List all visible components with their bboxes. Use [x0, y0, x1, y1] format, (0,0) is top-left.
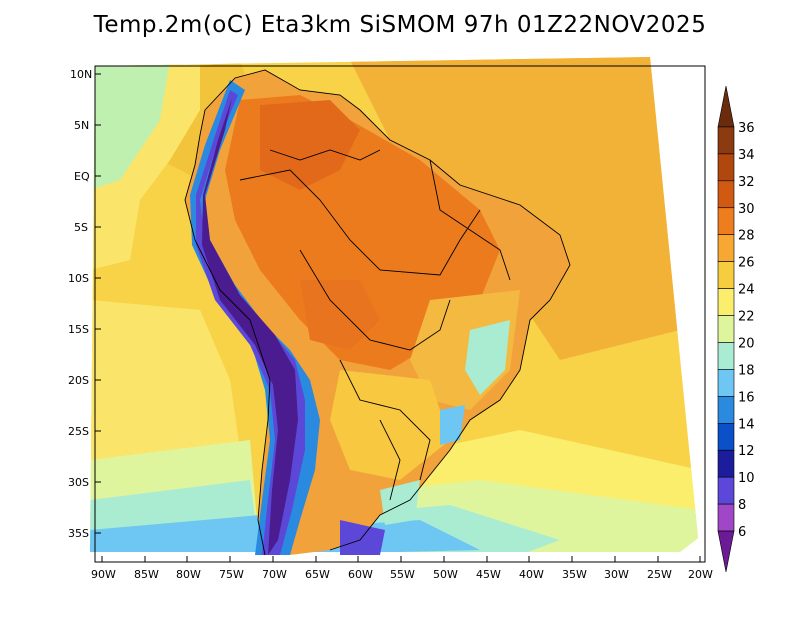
- border-brazil-north: [239, 169, 481, 276]
- pacific-south: [90, 300, 240, 470]
- colorbar-segment: [717, 207, 735, 236]
- coastline-west: [184, 109, 271, 556]
- colorbar-segment: [717, 476, 735, 505]
- cool-uruguay: [380, 480, 420, 525]
- colorbar-segment: [717, 315, 735, 343]
- colorbar-tick-label: 32: [738, 175, 755, 190]
- lat-label: 10N: [70, 68, 92, 81]
- pacific-colder-south: [90, 515, 262, 552]
- colorbar-tick-label: 16: [738, 390, 755, 405]
- coastline-east: [204, 69, 571, 551]
- colorbar-tick-label: 18: [738, 363, 755, 378]
- colorbar-tick-label: 8: [738, 498, 746, 513]
- lat-label: EQ: [74, 170, 90, 183]
- colorbar-tick-label: 34: [738, 148, 755, 163]
- political-borders: [184, 69, 571, 556]
- border-bolivia: [299, 249, 451, 351]
- colorbar-segment: [717, 85, 735, 128]
- colorbar-segment: [717, 422, 735, 451]
- lat-label: 30S: [68, 476, 89, 489]
- cool-serra-do-mar: [440, 405, 465, 445]
- colorbar-tick-label: 36: [738, 121, 755, 136]
- lon-label: 65W: [305, 568, 330, 581]
- colorbar-segment: [717, 153, 735, 182]
- lat-label: 35S: [68, 527, 89, 540]
- latitude-axis: 10N 5N EQ 5S 10S 15S 20S 25S 30S 35S: [68, 68, 101, 540]
- cool-highlands: [465, 320, 510, 395]
- lon-label: 60W: [348, 568, 373, 581]
- lon-label: 20W: [688, 568, 713, 581]
- lat-label: 20S: [68, 374, 89, 387]
- colorbar-segment: [717, 288, 735, 316]
- lat-label: 5N: [74, 119, 89, 132]
- longitude-axis: 90W 85W 80W 75W 70W 65W 60W 55W 50W 45W …: [91, 556, 713, 581]
- colorbar-segment: [717, 180, 735, 209]
- cold-pacific-patch: [90, 60, 170, 190]
- lon-label: 35W: [562, 568, 587, 581]
- colorbar-segment: [717, 449, 735, 478]
- colorbar-segment: [717, 342, 735, 370]
- lon-label: 30W: [604, 568, 629, 581]
- colorbar-segment: [717, 261, 735, 289]
- colorbar-segment: [717, 396, 735, 424]
- lat-label: 10S: [68, 272, 89, 285]
- colorbar-tick-label: 14: [738, 417, 755, 432]
- lat-label: 15S: [68, 323, 89, 336]
- colorbar-segment: [717, 530, 735, 573]
- border-states-ne: [429, 159, 511, 281]
- lon-label: 75W: [219, 568, 244, 581]
- colorbar-tick-label: 24: [738, 283, 755, 298]
- andes-core: [202, 98, 298, 555]
- colorbar-tick-label: 12: [738, 444, 755, 459]
- border-paraguay: [339, 359, 431, 481]
- colorbar-tick-label: 28: [738, 229, 755, 244]
- lon-label: 25W: [647, 568, 672, 581]
- map-frame: [94, 65, 706, 563]
- mild-south: [330, 370, 450, 480]
- map-title: Temp.2m(oC) Eta3km SiSMOM 97h 01Z22NOV20…: [93, 12, 707, 38]
- colorbar: 36 34 32 30 28 26 24 22 20 18 16 14 12 10 8 6: [717, 85, 755, 573]
- lon-label: 70W: [262, 568, 287, 581]
- colorbar-tick-label: 10: [738, 471, 755, 486]
- colorbar-tick-label: 26: [738, 256, 755, 271]
- lat-label: 5S: [74, 221, 88, 234]
- colorbar-segment: [717, 503, 735, 532]
- lon-label: 55W: [390, 568, 415, 581]
- lon-label: 45W: [476, 568, 501, 581]
- border-venezuela: [269, 149, 381, 161]
- colorbar-segment: [717, 234, 735, 262]
- lon-label: 85W: [134, 568, 159, 581]
- colorbar-tick-label: 20: [738, 336, 755, 351]
- border-argentina: [379, 419, 401, 501]
- lon-label: 80W: [176, 568, 201, 581]
- lon-label: 90W: [91, 568, 116, 581]
- hot-north-amazon: [260, 100, 360, 190]
- lon-label: 40W: [519, 568, 544, 581]
- hot-chaco: [300, 280, 380, 350]
- colorbar-segment: [717, 369, 735, 397]
- colorbar-tick-label: 30: [738, 202, 755, 217]
- colorbar-tick-label: 22: [738, 310, 755, 325]
- lat-label: 25S: [68, 425, 89, 438]
- lon-label: 50W: [433, 568, 458, 581]
- colorbar-segment: [717, 126, 735, 155]
- colorbar-tick-label: 6: [738, 525, 746, 540]
